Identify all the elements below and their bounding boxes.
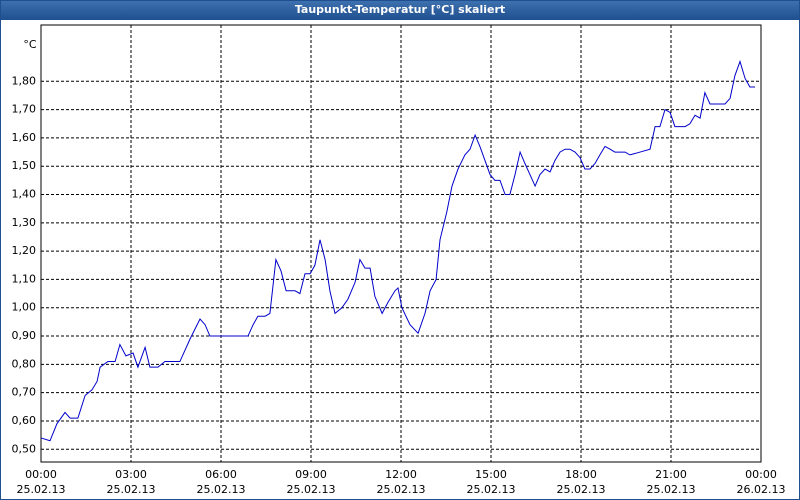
- y-tick-label: 0,80: [12, 357, 37, 370]
- x-tick-label: 18:00: [565, 468, 597, 481]
- x-tick-label: 09:00: [295, 468, 327, 481]
- chart-title: Taupunkt-Temperatur [°C] skaliert: [295, 3, 505, 16]
- data-line: [40, 59, 755, 442]
- y-tick-label: 1,40: [12, 188, 37, 201]
- x-tick-label: 06:00: [205, 468, 237, 481]
- y-tick-label: 1,10: [12, 272, 37, 285]
- x-tick-date: 25.02.13: [17, 483, 66, 496]
- x-tick-label: 00:00: [745, 468, 777, 481]
- x-tick-date: 25.02.13: [467, 483, 516, 496]
- x-tick-date: 25.02.13: [197, 483, 246, 496]
- x-tick-label: 12:00: [385, 468, 417, 481]
- y-tick-label: 1,60: [12, 131, 37, 144]
- x-tick-date: 25.02.13: [377, 483, 426, 496]
- x-tick-label: 15:00: [475, 468, 507, 481]
- y-tick-label: 0,60: [12, 414, 37, 427]
- y-tick-label: 0,50: [12, 442, 37, 455]
- y-tick-label: 1,70: [12, 103, 37, 116]
- y-tick-label: 1,80: [12, 74, 37, 87]
- y-tick-label: 0,70: [12, 386, 37, 399]
- title-bar: [0, 0, 800, 20]
- x-tick-label: 03:00: [115, 468, 147, 481]
- x-tick-date: 25.02.13: [557, 483, 606, 496]
- y-tick-label: 1,50: [12, 159, 37, 172]
- y-tick-label: 1,00: [12, 301, 37, 314]
- x-tick-date: 25.02.13: [287, 483, 336, 496]
- y-tick-label: 1,30: [12, 216, 37, 229]
- x-tick-label: 00:00: [25, 468, 57, 481]
- y-tick-label: 0,90: [12, 329, 37, 342]
- x-tick-date: 25.02.13: [647, 483, 696, 496]
- y-tick-label: 1,20: [12, 244, 37, 257]
- x-tick-date: 26.02.13: [737, 483, 786, 496]
- x-tick-label: 21:00: [655, 468, 687, 481]
- y-axis-label: °C: [23, 38, 37, 51]
- x-tick-date: 25.02.13: [107, 483, 156, 496]
